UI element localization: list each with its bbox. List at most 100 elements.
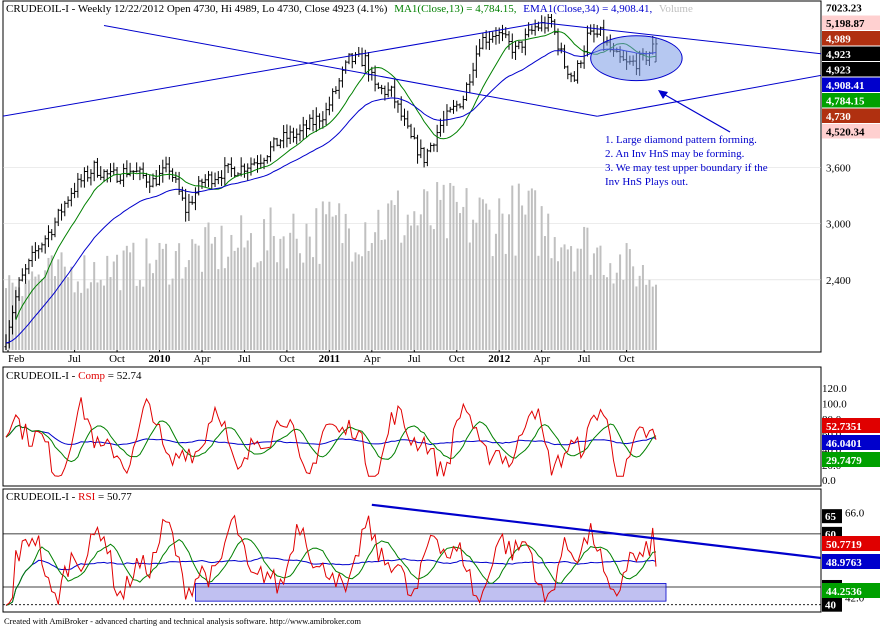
volume-bar [8,275,11,350]
price-bar [461,95,465,110]
volume-bar [289,232,292,350]
volume-bar [534,190,537,350]
volume-bar [89,282,92,350]
date-axis: Feb Jul Oct 2010 Apr Jul Oct 2011 Apr Jul Oct 2012 A… [7,350,635,365]
volume-bar [86,288,89,350]
volume-bar [338,203,341,350]
price-bar [72,182,77,199]
volume-bar [145,238,148,350]
volume-bar [547,213,550,350]
ma-lines [5,30,657,344]
volume-bar [165,243,168,350]
volume-bar [155,259,158,350]
volume-bar [174,251,177,350]
x-tick-label: Oct [619,353,635,365]
volume-bar [204,227,207,350]
price-bar [23,263,28,284]
price-bar [402,108,407,126]
x-tick-label: Apr [533,353,550,365]
volume-bar [187,260,190,350]
price-bar [566,65,570,80]
volume-bar [583,226,586,350]
volume-bar [393,204,396,350]
volume-bar [566,249,569,350]
volume-bar [210,243,213,350]
volume-bar [628,249,631,350]
price-bar [128,162,132,177]
price-bar [206,170,211,188]
value-box-label: 44.2536 [826,586,862,598]
volume-bar [116,254,119,350]
volume-bar [573,271,576,350]
price-tick-label: 2,400 [826,275,851,287]
rsi-header: CRUDEOIL-I - RSI = 50.77 [6,491,132,503]
volume-bar [200,271,203,350]
volume-bar [570,246,573,350]
value-box-label: 4,989 [826,34,851,46]
price-bar [546,14,550,32]
volume-bar [181,278,184,350]
volume-bar [47,257,50,350]
volume-bar [530,188,533,350]
volume-bar [370,243,373,350]
volume-bar [537,255,540,350]
price-bar [399,96,403,121]
volume-bar [331,216,334,350]
price-bar [226,163,230,174]
value-box-label: 48.9763 [826,557,862,569]
price-bar [432,143,436,152]
volume-bar [83,255,86,350]
rsi-level-label: 65 [825,511,837,523]
volume-bar [423,189,426,350]
price-bar [438,118,443,137]
comp-line [5,397,657,477]
value-box-label: 4,908.41 [826,80,865,92]
price-bar [69,187,73,207]
volume-bar [272,236,275,350]
price-bar [40,242,44,253]
price-bar [455,100,459,112]
price-bar [510,33,514,59]
volume-bar [416,225,419,350]
volume-bar [259,261,262,350]
value-box [822,124,880,139]
price-bar [334,86,338,95]
volume-bar [648,279,651,350]
volume-bar [253,267,256,350]
volume-bar [308,236,311,350]
volume-bar [24,283,27,350]
volume-bar [292,213,295,350]
volume-bar [641,265,644,350]
volume-bar [367,250,370,350]
annotation-line-4: Inv HnS Plays out. [605,176,688,188]
value-box [822,435,880,450]
price-bar [33,242,37,261]
volume-bar [99,279,102,350]
volume-bar [655,284,657,350]
price-bar [184,188,188,222]
rsi-level-box [822,597,842,612]
trendline [3,22,542,117]
volume-bar [488,209,491,350]
volume-bar [246,240,249,350]
volume-bar [498,198,501,350]
price-axis: 2,400 3,000 3,600 7023.23 5,198.87 4,989 4,923… [822,0,880,287]
volume-bar [191,239,194,350]
price-bar [229,157,233,178]
volume-bar [73,292,76,350]
volume-bar [70,266,73,350]
value-box-label: 5,198.87 [826,18,865,30]
rsi-indicator: RSI [78,491,95,503]
volume-bar [132,242,135,350]
volume-bar [615,272,618,350]
volume-bar [445,238,448,350]
volume-bar [586,227,589,350]
volume-bar [380,239,383,350]
price-bar [255,155,260,173]
price-bar [576,60,580,84]
price-bar [105,169,109,183]
price-bar [285,124,289,148]
price-bar [76,172,80,198]
price-bar [409,123,413,139]
rsi-level-box [822,509,842,524]
